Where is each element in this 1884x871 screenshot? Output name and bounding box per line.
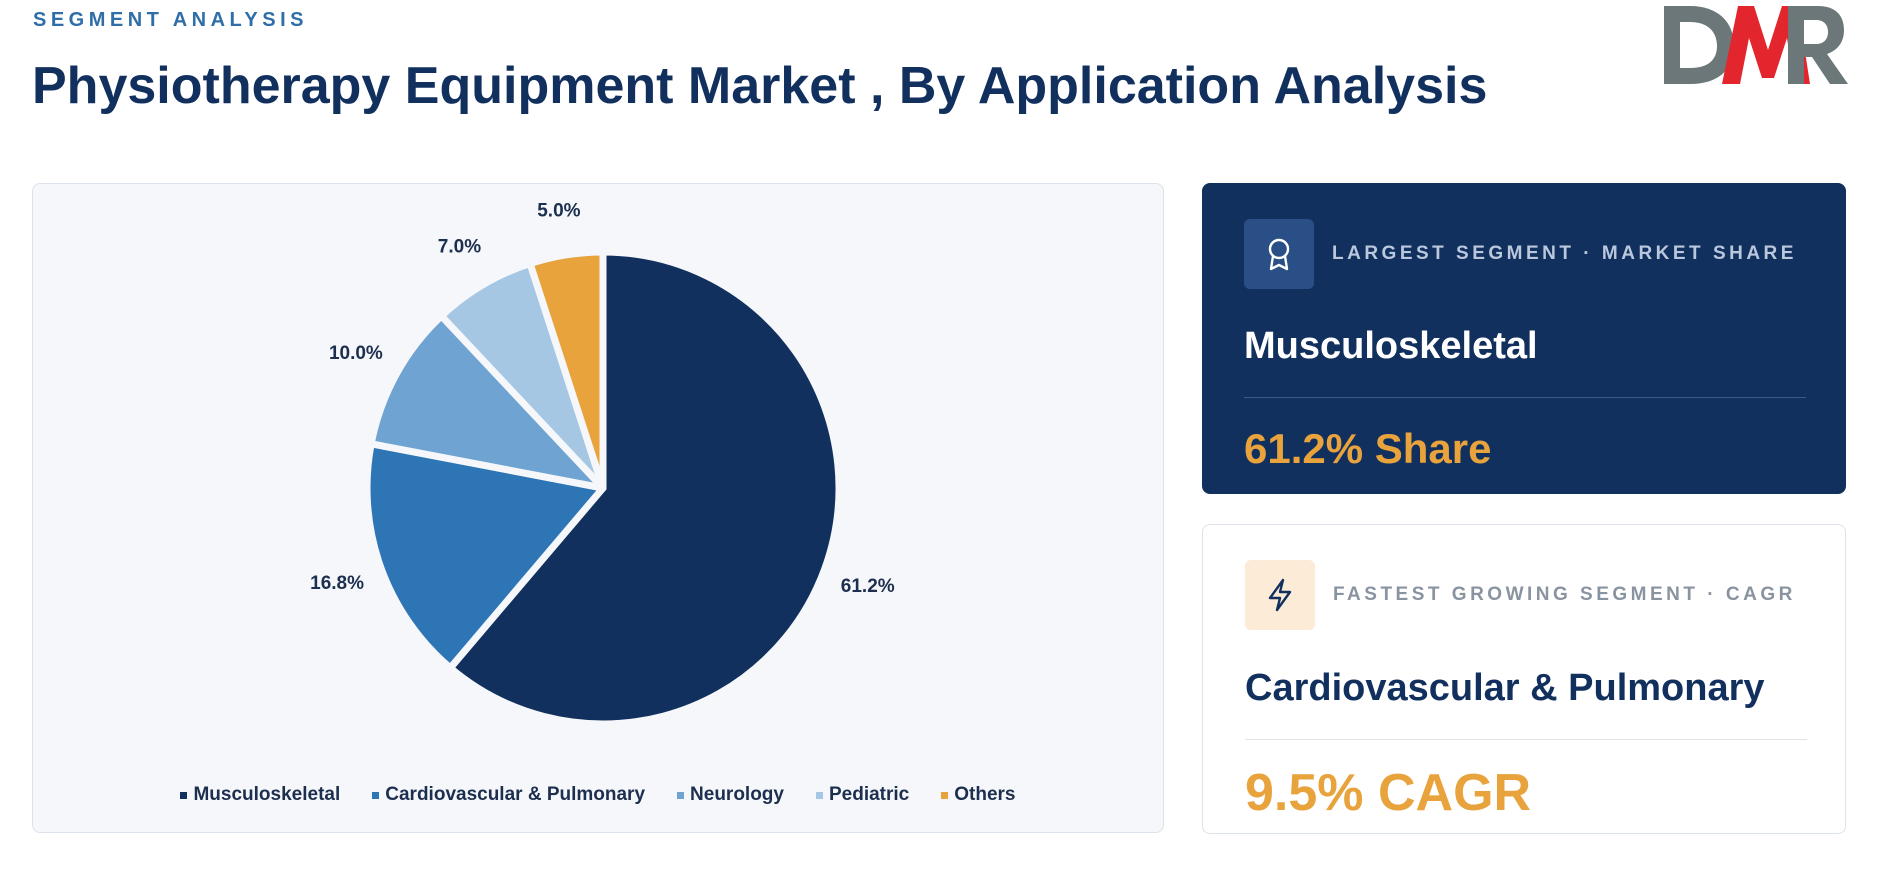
pie-data-label: 10.0% [329, 343, 383, 364]
segment-name: Cardiovascular & Pulmonary [1245, 667, 1765, 709]
pie-data-label: 7.0% [438, 236, 481, 257]
legend-swatch [180, 791, 188, 799]
largest-segment-card: LARGEST SEGMENT · MARKET SHARE Musculosk… [1202, 183, 1846, 494]
segment-name: Musculoskeletal [1244, 325, 1538, 367]
legend-item: Neurology [677, 784, 784, 806]
card-label: LARGEST SEGMENT · MARKET SHARE [1332, 243, 1797, 264]
legend-label: Cardiovascular & Pulmonary [385, 784, 646, 805]
pie-data-label: 5.0% [537, 200, 580, 221]
pie-chart: 61.2% 16.8% 10.0% 7.0% 5.0% [310, 200, 895, 728]
legend-item: Others [941, 784, 1016, 806]
cagr-value: 9.5% CAGR [1245, 764, 1532, 822]
eyebrow-label: SEGMENT ANALYSIS [33, 9, 308, 31]
divider [1245, 739, 1807, 740]
award-ribbon-icon [1244, 219, 1314, 289]
pie-slice-cardiovascular-pulmonary [363, 440, 607, 672]
pie-slice-musculoskeletal [446, 248, 843, 728]
legend-swatch [372, 791, 380, 799]
pie-data-label: 61.2% [841, 576, 895, 597]
divider [1244, 397, 1806, 398]
pie-slice-others [526, 248, 607, 492]
fastest-growing-card: FASTEST GROWING SEGMENT · CAGR Cardiovas… [1202, 524, 1846, 834]
legend-label: Musculoskeletal [193, 784, 341, 805]
pie-data-label: 16.8% [310, 573, 364, 594]
legend-item: Musculoskeletal [180, 784, 340, 806]
legend-item: Cardiovascular & Pulmonary [372, 784, 645, 806]
card-label: FASTEST GROWING SEGMENT · CAGR [1333, 584, 1796, 605]
legend-label: Others [954, 784, 1016, 805]
legend-swatch [941, 791, 949, 799]
chart-legend: Musculoskeletal Cardiovascular & Pulmonar… [33, 784, 1163, 806]
page-title: Physiotherapy Equipment Market , By Appl… [32, 57, 1488, 115]
legend-item: Pediatric [815, 784, 910, 806]
pie-slice-neurology [367, 312, 607, 492]
legend-label: Neurology [690, 784, 784, 805]
share-value: 61.2% Share [1244, 425, 1492, 472]
legend-swatch [677, 791, 685, 799]
legend-label: Pediatric [828, 784, 910, 805]
pie-chart-card: 61.2% 16.8% 10.0% 7.0% 5.0% Musculoskeletal C… [32, 183, 1164, 833]
legend-swatch [815, 791, 823, 799]
lightning-bolt-icon [1245, 560, 1315, 630]
dmr-logo [1664, 6, 1848, 84]
